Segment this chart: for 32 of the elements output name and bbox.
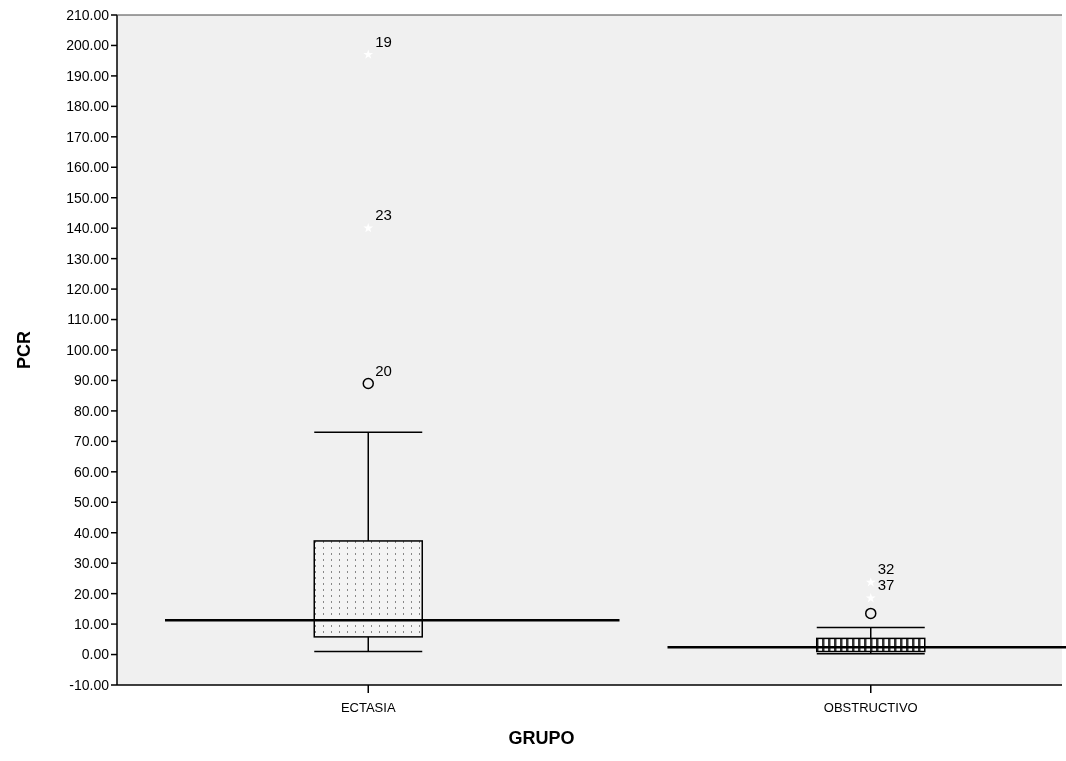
annotation: 32 <box>877 560 895 578</box>
y-tick-label: 100.00 <box>66 341 110 358</box>
y-tick-label: 140.00 <box>66 220 110 237</box>
y-tick-label: 130.00 <box>66 250 110 267</box>
y-tick-label: 30.00 <box>73 555 110 572</box>
y-tick-label: 200.00 <box>66 37 110 54</box>
y-tick-label: 70.00 <box>73 433 110 450</box>
x-tick-label: OBSTRUCTIVO <box>823 700 918 715</box>
y-tick-label: 120.00 <box>66 280 110 297</box>
y-tick-label: 80.00 <box>73 402 110 419</box>
annotation: 20 <box>375 361 392 379</box>
x-tick-label: ECTASIA <box>340 700 396 715</box>
y-tick-label: 160.00 <box>66 159 110 176</box>
y-tick-label: 210.00 <box>66 6 110 23</box>
annotation: 19 <box>375 32 392 50</box>
y-tick-label: 20.00 <box>73 585 110 602</box>
y-tick-label: 190.00 <box>66 67 110 84</box>
x-axis-title: GRUPO <box>508 728 575 748</box>
y-tick-label: 90.00 <box>73 372 110 389</box>
y-tick-label: 110.00 <box>67 311 110 328</box>
annotation: 23 <box>375 206 392 224</box>
y-tick-label: 50.00 <box>73 494 110 511</box>
y-tick-label: 180.00 <box>66 98 110 115</box>
y-tick-label: 0.00 <box>81 646 110 663</box>
y-tick-label: -10.00 <box>69 676 110 693</box>
y-tick-label: 170.00 <box>66 128 110 145</box>
y-tick-label: 40.00 <box>73 524 110 541</box>
y-tick-label: 10.00 <box>73 615 110 632</box>
y-axis-title: PCR <box>14 330 34 370</box>
annotation: 37 <box>877 576 895 594</box>
y-tick-label: 60.00 <box>73 463 110 480</box>
y-tick-label: 150.00 <box>66 189 110 206</box>
